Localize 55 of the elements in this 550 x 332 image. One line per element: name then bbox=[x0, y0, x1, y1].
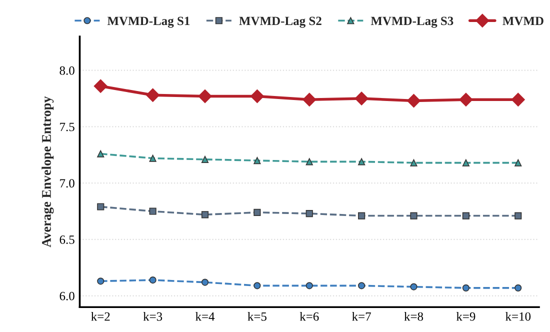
x-tick-label: k=5 bbox=[248, 312, 266, 321]
point bbox=[511, 92, 525, 106]
point bbox=[149, 208, 156, 215]
point bbox=[201, 156, 209, 163]
point bbox=[146, 88, 160, 102]
point bbox=[97, 203, 104, 210]
point bbox=[94, 79, 108, 93]
legend-label: MVMD-Lag S1 bbox=[107, 16, 190, 28]
point bbox=[459, 92, 473, 106]
point bbox=[462, 159, 470, 166]
point bbox=[306, 282, 313, 290]
point bbox=[306, 210, 313, 218]
y-tick-label: 6.5 bbox=[60, 236, 74, 244]
point bbox=[149, 154, 156, 162]
point bbox=[410, 212, 418, 220]
point bbox=[514, 284, 522, 292]
point bbox=[358, 158, 366, 166]
legend-label: MVMD-Lag S2 bbox=[239, 16, 322, 28]
point bbox=[358, 212, 366, 220]
point bbox=[201, 211, 209, 218]
x-tick-label: k=9 bbox=[456, 312, 476, 321]
point bbox=[410, 159, 418, 166]
point bbox=[406, 94, 421, 108]
point bbox=[254, 156, 261, 164]
point bbox=[358, 282, 366, 290]
legend-label: MVMD-Lag S3 bbox=[370, 16, 454, 28]
point bbox=[514, 159, 522, 166]
y-tick-label: 7.5 bbox=[60, 122, 74, 132]
x-tick-label: k=4 bbox=[195, 312, 215, 321]
point bbox=[97, 150, 104, 158]
y-axis-title: Average Envelope Entropy bbox=[42, 96, 54, 248]
x-tick-label: k=6 bbox=[300, 312, 319, 321]
point bbox=[302, 92, 316, 106]
legend-label: MVMD bbox=[502, 16, 544, 26]
point bbox=[354, 92, 368, 106]
x-tick-label: k=7 bbox=[352, 312, 371, 321]
y-tick-label: 6.0 bbox=[60, 292, 74, 300]
point bbox=[514, 212, 522, 220]
point bbox=[462, 212, 470, 220]
point bbox=[254, 282, 261, 290]
y-tick-label: 8.0 bbox=[60, 66, 74, 75]
point bbox=[198, 89, 212, 104]
y-tick-label: 7.0 bbox=[60, 179, 74, 188]
x-tick-label: k=3 bbox=[143, 312, 162, 321]
point bbox=[201, 278, 209, 286]
point bbox=[306, 158, 313, 166]
x-tick-label: k=8 bbox=[404, 312, 424, 321]
point bbox=[250, 89, 264, 104]
x-tick-label: k=2 bbox=[91, 312, 110, 321]
point bbox=[254, 208, 261, 216]
x-tick-label: k=10 bbox=[505, 312, 531, 321]
point bbox=[97, 278, 104, 285]
point bbox=[410, 283, 418, 290]
point bbox=[149, 276, 156, 284]
point bbox=[462, 284, 470, 292]
